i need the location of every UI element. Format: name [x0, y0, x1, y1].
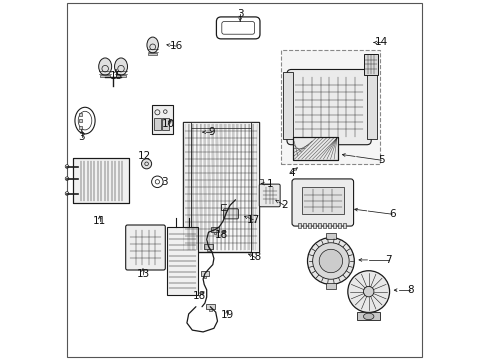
Text: 18: 18 [248, 252, 262, 262]
FancyBboxPatch shape [291, 179, 353, 226]
Bar [312, 223, 316, 228]
Bar [205, 304, 214, 309]
Text: 11: 11 [93, 216, 106, 226]
Bar [183, 122, 191, 252]
Bar [366, 72, 376, 139]
Bar [204, 244, 212, 249]
Text: 9: 9 [207, 127, 214, 137]
Bar [258, 179, 263, 194]
Circle shape [65, 165, 69, 168]
Text: 17: 17 [246, 215, 259, 225]
Bar [337, 223, 341, 228]
Text: 8: 8 [406, 285, 412, 295]
Circle shape [312, 243, 348, 279]
Bar [322, 223, 325, 228]
Text: 14: 14 [374, 37, 387, 48]
Ellipse shape [146, 37, 158, 53]
Text: 2: 2 [280, 200, 287, 210]
Text: 16: 16 [169, 41, 183, 51]
Circle shape [141, 159, 151, 169]
Bar [250, 122, 258, 252]
Bar [116, 75, 126, 77]
Ellipse shape [99, 58, 111, 75]
Ellipse shape [114, 58, 127, 75]
Bar [79, 119, 82, 122]
Bar [325, 283, 335, 289]
Text: 12: 12 [138, 150, 151, 161]
Bar [148, 53, 157, 55]
Bar [297, 223, 301, 228]
Bar [357, 312, 379, 320]
Bar [100, 75, 110, 77]
Bar [154, 118, 160, 130]
Text: 1: 1 [266, 179, 272, 189]
Text: 6: 6 [388, 209, 395, 219]
Bar [162, 118, 168, 130]
Circle shape [319, 249, 342, 273]
Bar [207, 249, 209, 251]
Bar [208, 309, 211, 311]
Bar [327, 223, 331, 228]
Bar [292, 137, 337, 160]
Ellipse shape [363, 313, 373, 320]
FancyBboxPatch shape [152, 105, 173, 134]
Bar [325, 233, 335, 239]
Bar [167, 227, 197, 295]
Bar [332, 223, 336, 228]
Bar [213, 232, 216, 234]
Circle shape [307, 238, 354, 284]
Text: 3: 3 [78, 132, 85, 142]
Circle shape [65, 177, 69, 180]
Bar [73, 158, 129, 203]
Text: 10: 10 [162, 119, 174, 129]
Text: 18: 18 [192, 291, 206, 301]
Bar [302, 187, 343, 214]
Bar [342, 223, 346, 228]
Bar [79, 126, 82, 129]
Bar [292, 137, 337, 160]
FancyBboxPatch shape [223, 209, 238, 219]
Text: 19: 19 [220, 310, 233, 320]
Bar [79, 113, 82, 116]
Circle shape [363, 287, 373, 297]
Text: 13: 13 [136, 269, 149, 279]
Text: 3: 3 [236, 9, 243, 19]
Bar [283, 72, 293, 139]
Bar [191, 122, 250, 128]
Text: 5: 5 [377, 155, 384, 165]
Circle shape [347, 271, 389, 312]
Bar [210, 227, 219, 232]
Bar [203, 276, 206, 278]
FancyBboxPatch shape [125, 225, 165, 270]
Circle shape [65, 192, 69, 195]
Text: 18: 18 [214, 230, 227, 240]
Text: 3: 3 [161, 177, 167, 187]
Text: 7: 7 [385, 255, 391, 265]
Bar [183, 122, 258, 252]
Text: 4: 4 [287, 168, 294, 178]
Bar [364, 54, 377, 75]
Bar [200, 271, 209, 276]
Bar [73, 158, 129, 203]
Bar [302, 223, 305, 228]
Text: 15: 15 [109, 71, 122, 81]
FancyBboxPatch shape [259, 184, 280, 207]
Bar [280, 50, 379, 164]
FancyBboxPatch shape [286, 69, 370, 145]
Bar [307, 223, 311, 228]
Bar [317, 223, 321, 228]
